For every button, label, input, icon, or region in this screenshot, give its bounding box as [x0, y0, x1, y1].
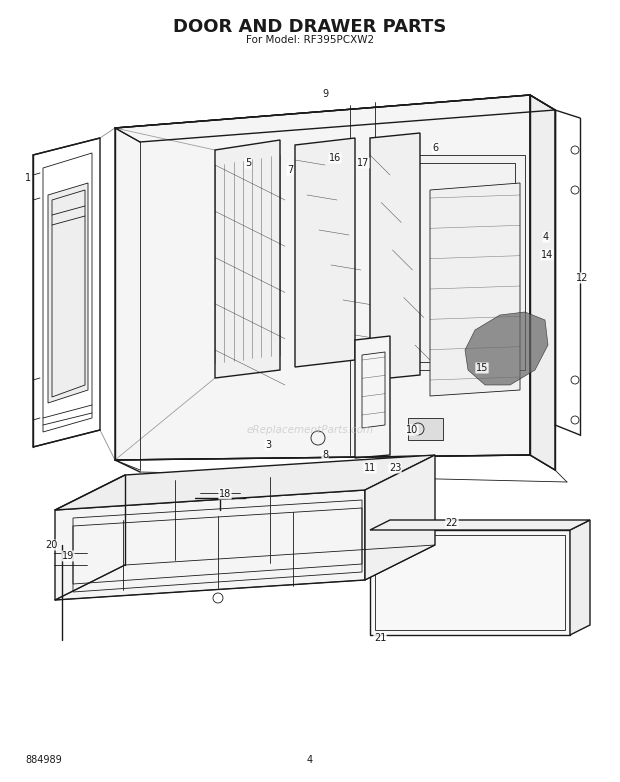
Text: 3: 3	[265, 440, 271, 450]
Text: 19: 19	[62, 551, 74, 561]
Text: 884989: 884989	[25, 755, 62, 765]
Polygon shape	[48, 183, 88, 403]
Text: 11: 11	[364, 463, 376, 473]
Text: 20: 20	[45, 540, 57, 550]
Polygon shape	[115, 95, 530, 460]
Text: 5: 5	[245, 158, 251, 168]
Text: 18: 18	[219, 489, 231, 499]
Polygon shape	[295, 138, 355, 367]
Text: 16: 16	[329, 153, 341, 163]
Polygon shape	[430, 183, 520, 396]
Polygon shape	[370, 520, 590, 530]
Text: 12: 12	[576, 273, 588, 283]
Polygon shape	[355, 336, 390, 458]
Text: 15: 15	[476, 363, 488, 373]
Text: 21: 21	[374, 633, 386, 643]
Polygon shape	[55, 455, 435, 510]
Polygon shape	[370, 133, 420, 380]
Text: For Model: RF395PCXW2: For Model: RF395PCXW2	[246, 35, 374, 45]
Polygon shape	[55, 490, 365, 600]
Polygon shape	[530, 95, 555, 470]
Text: 4: 4	[307, 755, 313, 765]
Bar	[410, 175, 510, 187]
Polygon shape	[365, 455, 435, 580]
Text: eReplacementParts.com: eReplacementParts.com	[246, 425, 374, 435]
Bar	[370, 530, 570, 635]
Text: 10: 10	[406, 425, 418, 435]
Polygon shape	[570, 520, 590, 635]
Bar	[408, 418, 443, 440]
Polygon shape	[33, 138, 100, 447]
Text: 8: 8	[322, 450, 328, 460]
Text: 22: 22	[446, 518, 458, 528]
Text: 23: 23	[389, 463, 401, 473]
Polygon shape	[115, 95, 555, 142]
Text: 4: 4	[543, 232, 549, 242]
Text: 7: 7	[287, 165, 293, 175]
Polygon shape	[215, 140, 280, 378]
Bar	[375, 535, 565, 630]
Text: 6: 6	[432, 143, 438, 153]
Text: 14: 14	[541, 250, 553, 260]
Text: 9: 9	[322, 89, 328, 99]
Text: DOOR AND DRAWER PARTS: DOOR AND DRAWER PARTS	[174, 18, 446, 36]
Text: 17: 17	[357, 158, 369, 168]
Polygon shape	[465, 312, 548, 385]
Text: 1: 1	[25, 173, 31, 183]
Polygon shape	[390, 155, 525, 370]
